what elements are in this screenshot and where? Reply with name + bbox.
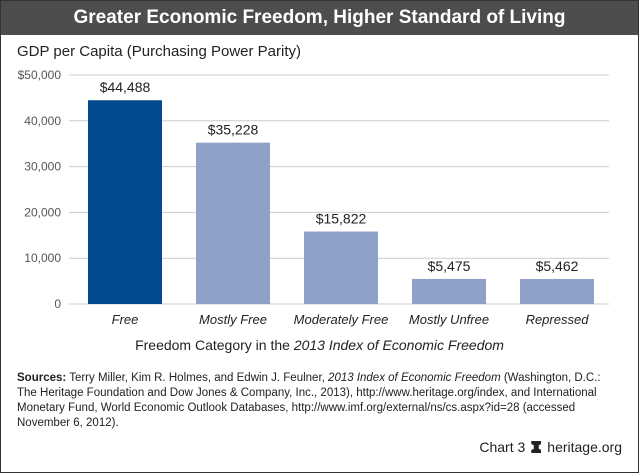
x-tick-label: Repressed	[526, 312, 590, 327]
y-tick-label: 0	[54, 297, 61, 311]
data-label: $5,475	[428, 258, 471, 274]
y-tick-label: 40,000	[24, 114, 61, 128]
bar-chart: 0 10,000 20,000 30,000 40,000 $50,000 $44,488 F…	[18, 68, 609, 327]
data-label: $15,822	[316, 211, 367, 227]
heritage-bell-icon	[531, 441, 542, 453]
x-tick-label: Free	[112, 312, 139, 327]
site-link[interactable]: heritage.org	[547, 439, 622, 455]
y-tick-label: $50,000	[18, 68, 62, 82]
x-axis-title-text: Freedom Category in the	[135, 337, 294, 353]
y-axis-label: GDP per Capita (Purchasing Power Parity)	[17, 43, 302, 60]
data-label: $5,462	[536, 258, 579, 274]
y-tick-label: 20,000	[24, 205, 61, 219]
x-axis-title-italic: 2013 Index of Economic Freedom	[293, 337, 504, 353]
sources-note: Sources: Terry Miller, Kim R. Holmes, an…	[17, 371, 617, 431]
chart-title: Greater Economic Freedom, Higher Standar…	[1, 1, 638, 35]
footer: Chart 3 heritage.org	[479, 439, 622, 455]
chart-number: Chart 3	[479, 439, 526, 455]
sources-italic: 2013 Index of Economic Freedom	[328, 372, 501, 384]
sources-text-2: (Washington, D.C.: The Heritage Foundati…	[17, 372, 601, 429]
x-tick-label: Mostly Unfree	[409, 312, 489, 327]
sources-label: Sources:	[17, 372, 67, 384]
bar	[412, 278, 486, 304]
x-tick-label: Mostly Free	[199, 312, 267, 327]
bar	[520, 278, 594, 304]
bar	[88, 100, 162, 304]
x-axis-title: Freedom Category in the 2013 Index of Ec…	[1, 337, 638, 353]
y-tick-label: 10,000	[24, 251, 61, 265]
x-tick-label: Moderately Free	[294, 312, 389, 327]
bar	[304, 231, 378, 304]
data-label: $44,488	[100, 79, 151, 95]
sources-text: Terry Miller, Kim R. Holmes, and Edwin J…	[66, 372, 329, 384]
bar	[196, 142, 270, 304]
y-tick-label: 30,000	[24, 160, 61, 174]
data-label: $35,228	[208, 122, 259, 138]
